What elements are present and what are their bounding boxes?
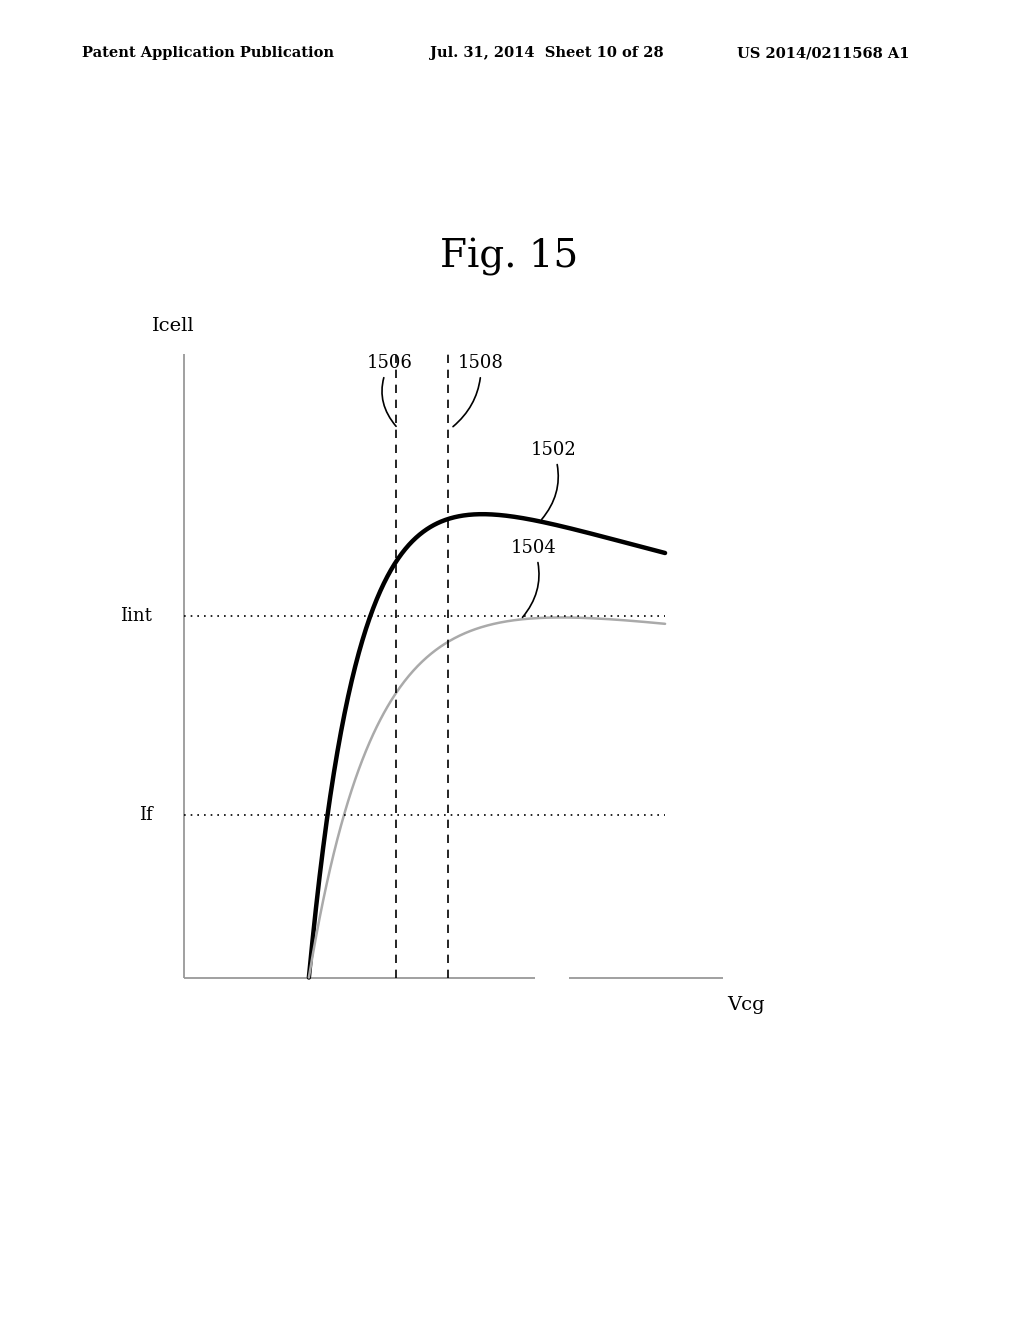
Text: Icell: Icell [153,317,195,335]
Text: If: If [139,807,153,824]
Text: Patent Application Publication: Patent Application Publication [82,46,334,61]
Text: Jul. 31, 2014  Sheet 10 of 28: Jul. 31, 2014 Sheet 10 of 28 [430,46,664,61]
Text: 1506: 1506 [367,354,413,426]
Text: Vcg: Vcg [728,997,765,1014]
Text: Iint: Iint [121,607,153,624]
Text: 1504: 1504 [511,539,557,618]
Text: US 2014/0211568 A1: US 2014/0211568 A1 [737,46,909,61]
Text: 1508: 1508 [453,354,504,426]
Text: Fig. 15: Fig. 15 [440,238,579,276]
Text: 1502: 1502 [530,441,577,519]
